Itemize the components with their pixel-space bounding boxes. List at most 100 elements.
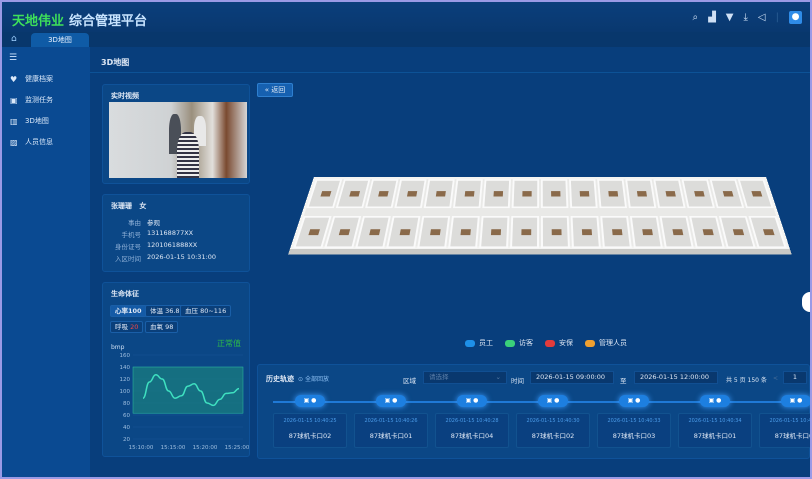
timeline-node[interactable]: ▣ ● [538, 395, 568, 407]
heart-rate-chart: bmp 160 140 120 100 80 60 40 20 15:10:00 15:15:00 1… [111, 344, 249, 451]
sidebar-item-3d-map[interactable]: ▥ 3D地图 [10, 116, 49, 126]
sidebar-item-tasks[interactable]: ▣ 监测任务 [10, 95, 53, 105]
room [570, 216, 601, 249]
person-info-panel: 张珊珊 女 事由 参观 手机号 131168877XX 身份证号 1201061888… [102, 194, 250, 272]
sidebar-item-health[interactable]: ♥ 健康档案 [10, 74, 53, 84]
sidebar: ☰ ♥ 健康档案 ▣ 监测任务 ▥ 3D地图 ▨ 人员信息 [2, 47, 90, 477]
replay-all-button[interactable]: ⊙ 全部回放 [298, 376, 329, 383]
room [423, 179, 455, 209]
track-record[interactable]: 2026-01-15 10:40:26 87球机卡口01 [354, 413, 428, 448]
track-record[interactable]: 2026-01-15 10:40:33 87球机卡口03 [597, 413, 671, 448]
history-title: 历史轨迹 [266, 375, 294, 383]
area-label: 区域 [403, 377, 416, 385]
room [482, 179, 511, 209]
shirt-icon[interactable]: ▼ [725, 12, 734, 23]
track-record[interactable]: 2026-01-15 10:40:25 87球机卡口02 [273, 413, 347, 448]
timeline-node[interactable]: ▣ ● [376, 395, 406, 407]
map-legend: 员工 访客 安保 管理人员 [465, 338, 627, 348]
room [653, 179, 686, 209]
sidebar-item-personnel[interactable]: ▨ 人员信息 [10, 137, 53, 147]
info-row: 入区时间 2026-01-15 10:31:00 [115, 253, 217, 263]
play-icon: ● [554, 397, 560, 404]
task-icon: ▣ [10, 95, 18, 105]
download-icon[interactable]: ⤓ [743, 12, 748, 23]
info-row: 身份证号 1201061888XX [115, 241, 198, 251]
track-record[interactable]: 2026-01-15 10:40:34 87球机卡口01 [678, 413, 752, 448]
room [659, 216, 694, 249]
room [453, 179, 483, 209]
prev-page-button[interactable]: < [773, 375, 779, 382]
photo-icon: ▣ [627, 397, 634, 404]
y-tick-label: 160 [120, 353, 131, 359]
pager-info: 共 5 页 150 条 [726, 377, 767, 384]
map-icon: ▥ [10, 116, 18, 126]
room [386, 216, 421, 249]
play-icon: ● [716, 397, 722, 404]
send-icon[interactable]: ◁ [757, 12, 766, 23]
photo-icon: ▣ [384, 397, 391, 404]
legend-visitor[interactable]: 访客 [505, 338, 533, 348]
person-icon: ▨ [10, 137, 18, 147]
room [479, 216, 510, 249]
x-tick-label: 15:10:00 [129, 445, 154, 451]
start-time-input[interactable]: 2026-01-15 09:00:00 [530, 371, 614, 384]
timeline-node[interactable]: ▣ ● [457, 395, 487, 407]
divider [90, 72, 810, 73]
timeline-node[interactable]: ▣ ● [619, 395, 649, 407]
end-time-input[interactable]: 2026-01-15 12:00:00 [634, 371, 718, 384]
room [394, 179, 427, 209]
y-axis-label: bmp [111, 344, 125, 351]
info-row: 事由 参观 [128, 219, 160, 227]
page-input[interactable]: 1 [783, 371, 807, 384]
timeline-node[interactable]: ▣ ● [700, 395, 730, 407]
room [540, 179, 569, 209]
legend-security[interactable]: 安保 [545, 338, 573, 348]
timeline-node[interactable]: ▣ ● [781, 395, 810, 407]
person-gender: 女 [139, 202, 147, 210]
back-button[interactable]: « 返回 [257, 83, 293, 97]
user-avatar-icon[interactable]: ● [789, 11, 802, 24]
track-record[interactable]: 2026-01-15 10:40:3587球机卡口01 [759, 413, 810, 448]
live-video[interactable] [109, 102, 247, 178]
video-panel: 实时视频 [102, 84, 250, 184]
floor-plan-3d[interactable] [290, 177, 790, 249]
room [625, 179, 657, 209]
search-icon[interactable]: ⌕ [692, 12, 699, 23]
room [448, 216, 480, 249]
track-record[interactable]: 2026-01-15 10:40:28 87球机卡口04 [435, 413, 509, 448]
photo-icon: ▣ [546, 397, 553, 404]
room [540, 216, 570, 249]
timeline-node[interactable]: ▣ ● [295, 395, 325, 407]
history-panel: 历史轨迹 ⊙ 全部回放 区域 请选择 ⌄ 时间 2026-01-15 09:00:… [257, 364, 810, 459]
x-tick-label: 15:20:00 [193, 445, 218, 451]
heart-rate-line [142, 374, 240, 407]
vital-heart-rate[interactable]: 心率100 [110, 305, 147, 317]
y-tick-label: 60 [123, 413, 130, 419]
vital-temperature[interactable]: 体温 36.8 [145, 305, 185, 317]
chart-icon[interactable]: ▟ [708, 12, 716, 23]
side-handle[interactable] [802, 292, 810, 312]
legend-staff[interactable]: 员工 [465, 338, 493, 348]
room [417, 216, 451, 249]
room [597, 179, 627, 209]
area-select[interactable]: 请选择 ⌄ [423, 371, 507, 384]
home-icon[interactable]: ⌂ [11, 34, 17, 44]
header: 天地伟业 综合管理平台 ⌕ ▟ ▼ ⤓ ◁ | ● [2, 2, 810, 32]
track-record[interactable]: 2026-01-15 10:40:30 87球机卡口02 [516, 413, 590, 448]
legend-manager[interactable]: 管理人员 [585, 338, 627, 348]
vital-respiration[interactable]: 呼吸 20 [110, 321, 144, 333]
vital-oxygen[interactable]: 血氧 98 [145, 321, 179, 333]
menu-collapse-icon[interactable]: ☰ [9, 53, 18, 63]
room [600, 216, 632, 249]
person-name: 张珊珊 [111, 202, 132, 210]
room [365, 179, 399, 209]
photo-icon: ▣ [789, 397, 796, 404]
app-logo: 天地伟业 综合管理平台 [12, 14, 148, 29]
room [629, 216, 663, 249]
vital-blood-pressure[interactable]: 血压 80~116 [180, 305, 232, 317]
tab-3d-map[interactable]: 3D地图 [31, 33, 89, 47]
play-icon: ● [473, 397, 479, 404]
video-title: 实时视频 [111, 92, 139, 100]
play-icon: ● [392, 397, 398, 404]
